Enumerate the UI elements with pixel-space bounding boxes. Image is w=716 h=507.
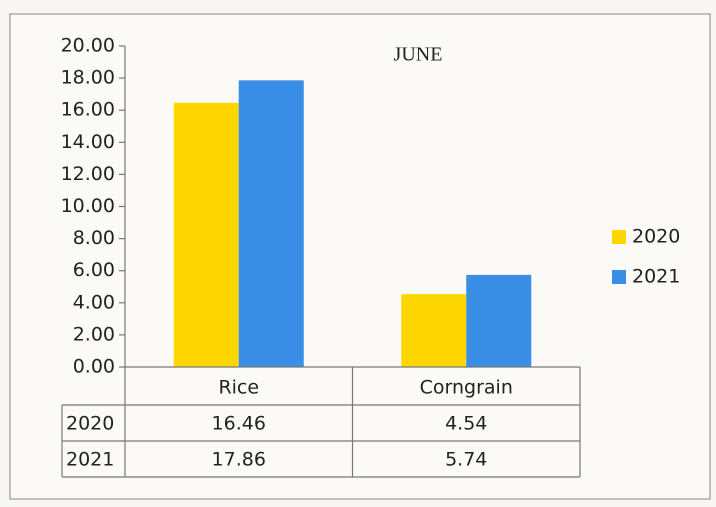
x-tick-label: Corngrain — [420, 377, 513, 399]
y-tick-label: 4.00 — [73, 291, 115, 313]
legend-swatch — [612, 270, 626, 284]
y-tick-label: 10.00 — [61, 195, 115, 217]
y-tick-label: 0.00 — [73, 356, 115, 378]
legend-swatch — [612, 230, 626, 244]
y-tick-label: 12.00 — [61, 163, 115, 185]
table-cell: 17.86 — [212, 449, 266, 471]
bar — [401, 294, 467, 367]
bar — [173, 102, 239, 367]
chart-title: JUNE — [394, 44, 443, 66]
y-tick-label: 14.00 — [61, 131, 115, 153]
legend-label: 2021 — [632, 266, 680, 288]
bar — [238, 80, 304, 368]
bar — [466, 274, 532, 367]
y-tick-label: 18.00 — [61, 67, 115, 89]
table-cell: 16.46 — [212, 413, 266, 435]
chart-border — [9, 13, 711, 500]
table-cell: 4.54 — [445, 413, 487, 435]
x-tick-label: Rice — [218, 377, 259, 399]
table-row-header: 2021 — [66, 449, 114, 471]
y-tick-label: 6.00 — [73, 259, 115, 281]
y-tick-label: 8.00 — [73, 227, 115, 249]
y-tick-label: 16.00 — [61, 99, 115, 121]
table-cell: 5.74 — [445, 449, 487, 471]
legend-label: 2020 — [632, 226, 680, 248]
y-tick-label: 2.00 — [73, 323, 115, 345]
y-tick-label: 20.00 — [61, 35, 115, 57]
table-row-header: 2020 — [66, 413, 114, 435]
